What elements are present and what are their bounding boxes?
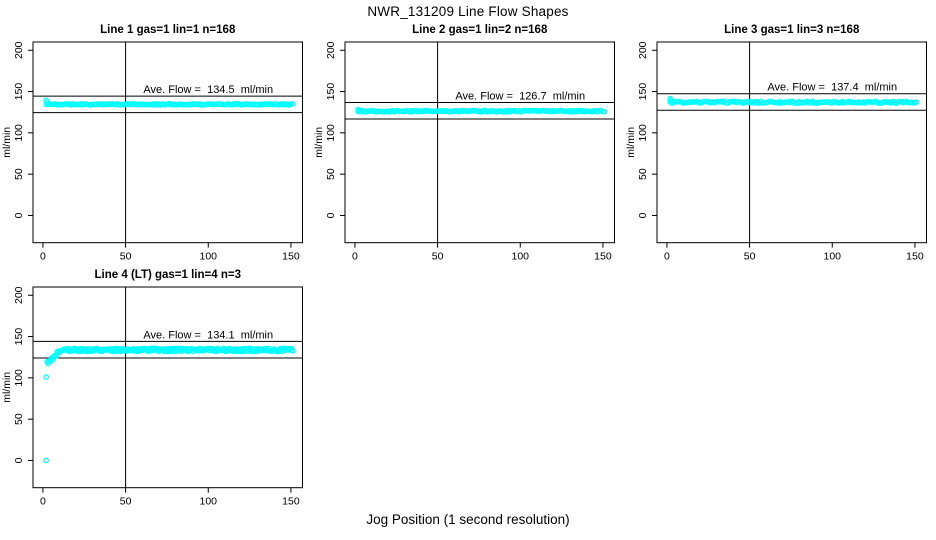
x-tick-label: 100	[199, 496, 217, 508]
y-tick-label: 0	[637, 212, 649, 218]
y-axis: 0 50 100 150 200	[13, 41, 33, 218]
y-axis-unit-label: ml/min	[1, 372, 13, 403]
x-tick-label: 50	[432, 251, 444, 263]
y-axis-unit-label: ml/min	[313, 127, 325, 158]
y-tick-label: 100	[13, 369, 25, 387]
panel-4-plot: 0 50 100 150 0 50 100 150 200 ml/min Line 4 (LT) g…	[1, 269, 303, 508]
panel-1-plot: 0 50 100 150 0 50 100 150 200 ml/min Line 1 gas=1 …	[1, 24, 303, 263]
x-axis: 0 50 100 150	[40, 242, 300, 263]
x-tick-label: 150	[906, 251, 924, 263]
x-tick-label: 100	[199, 251, 217, 263]
ave-flow-annotation: Ave. Flow = 134.1 ml/min	[143, 329, 273, 341]
plot-box	[656, 41, 927, 244]
panel-title: Line 3 gas=1 lin=3 n=168	[724, 24, 860, 36]
x-tick-label: 150	[282, 496, 300, 508]
plot-box	[344, 41, 615, 244]
x-tick-label: 150	[282, 251, 300, 263]
y-tick-label: 50	[13, 413, 25, 425]
y-axis-unit-label: ml/min	[625, 127, 637, 158]
x-tick-label: 50	[744, 251, 756, 263]
x-tick-label: 50	[120, 496, 132, 508]
panel-title: Line 4 (LT) gas=1 lin=4 n=3	[95, 269, 241, 281]
x-tick-label: 50	[120, 251, 132, 263]
y-tick-label: 200	[13, 286, 25, 304]
data-points	[355, 106, 608, 115]
panel-2-plot: 0 50 100 150 0 50 100 150 200 ml/min Line 2 gas=1 …	[313, 24, 615, 263]
x-axis: 0 50 100 150	[664, 242, 924, 263]
x-tick-label: 0	[40, 496, 46, 508]
x-tick-label: 0	[40, 251, 46, 263]
panel-title: Line 2 gas=1 lin=2 n=168	[412, 24, 548, 36]
x-tick-label: 0	[352, 251, 358, 263]
x-tick-label: 100	[823, 251, 841, 263]
ave-flow-annotation: Ave. Flow = 134.5 ml/min	[143, 84, 273, 96]
ave-flow-annotation: Ave. Flow = 137.4 ml/min	[767, 82, 897, 94]
y-tick-label: 150	[637, 83, 649, 101]
y-tick-label: 50	[13, 168, 25, 180]
panel-3-plot: 0 50 100 150 0 50 100 150 200 ml/min Line 3 gas=1 …	[625, 24, 927, 263]
y-tick-label: 150	[13, 328, 25, 346]
y-axis: 0 50 100 150 200	[637, 41, 657, 218]
panel-title: Line 1 gas=1 lin=1 n=168	[100, 24, 236, 36]
ave-flow-annotation: Ave. Flow = 126.7 ml/min	[455, 91, 585, 103]
x-axis: 0 50 100 150	[352, 242, 612, 263]
y-tick-label: 100	[13, 124, 25, 142]
plot-box	[32, 286, 303, 489]
y-tick-label: 0	[325, 212, 337, 218]
y-tick-label: 200	[325, 41, 337, 59]
data-points	[43, 97, 296, 108]
data-points	[667, 95, 920, 107]
y-tick-label: 50	[325, 168, 337, 180]
x-tick-label: 0	[664, 251, 670, 263]
y-tick-label: 200	[13, 41, 25, 59]
y-tick-label: 150	[325, 83, 337, 101]
y-tick-label: 100	[325, 124, 337, 142]
y-axis-unit-label: ml/min	[1, 127, 13, 158]
x-tick-label: 100	[511, 251, 529, 263]
x-axis: 0 50 100 150	[40, 487, 300, 508]
x-axis-label: Jog Position (1 second resolution)	[366, 512, 570, 527]
y-axis: 0 50 100 150 200	[13, 286, 33, 463]
data-points	[43, 345, 296, 464]
y-tick-label: 100	[637, 124, 649, 142]
y-tick-label: 150	[13, 83, 25, 101]
y-tick-label: 0	[13, 212, 25, 218]
y-tick-label: 0	[13, 457, 25, 463]
y-tick-label: 50	[637, 168, 649, 180]
y-tick-label: 200	[637, 41, 649, 59]
plot-box	[32, 41, 303, 244]
x-tick-label: 150	[594, 251, 612, 263]
chart-title: NWR_131209 Line Flow Shapes	[367, 4, 569, 19]
y-axis: 0 50 100 150 200	[325, 41, 345, 218]
